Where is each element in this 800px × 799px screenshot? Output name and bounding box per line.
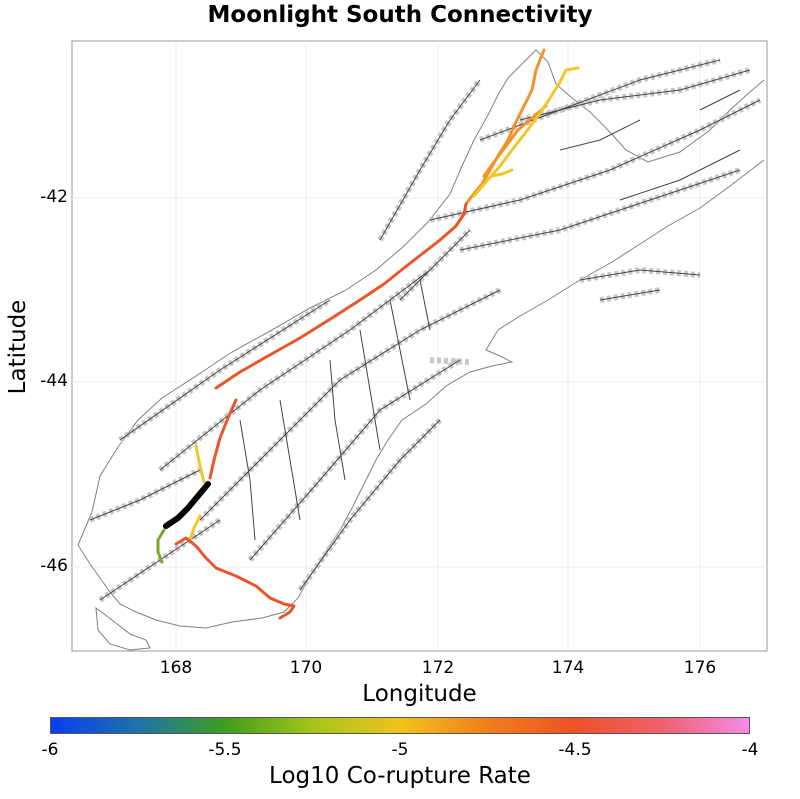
colorbar-tick-label: -4.5 [558, 740, 592, 760]
fault-trace-yellow-north [472, 66, 580, 198]
fault-trace-green [156, 528, 166, 564]
x-tick-label: 168 [159, 658, 193, 678]
x-axis-label: Longitude [362, 681, 477, 707]
x-tick-label: 176 [683, 658, 717, 678]
x-tick-label: 172 [421, 658, 455, 678]
x-tick-label: 174 [551, 658, 585, 678]
fault-trace-yellow-southwest [188, 514, 202, 542]
fault-trace-orange-south [208, 398, 238, 480]
y-axis-label: Latitude [5, 299, 31, 395]
y-tick-label: -42 [40, 187, 68, 207]
fault-trace-yellow-south [194, 444, 206, 484]
colorbar-tick-label: -4 [741, 740, 759, 760]
corupture-faults [156, 48, 580, 620]
fault-trace-alpine [214, 202, 468, 390]
map-title: Moonlight South Connectivity [207, 2, 593, 28]
fault-trace-orange-north-a [464, 48, 546, 206]
colorbar-tick-label: -5 [391, 740, 409, 760]
colorbar-label: Log10 Co-rupture Rate [269, 763, 531, 789]
y-tick-label: -44 [40, 371, 68, 391]
fault-trace-yellow-north-spur [490, 168, 514, 178]
stewart-island [95, 606, 151, 651]
plot-area [71, 40, 768, 652]
fault-trace-orange-southwest [174, 536, 296, 620]
fault-trace-orange-north-b [482, 104, 548, 178]
fault-trace-moonlight-south [163, 481, 211, 529]
x-tick-label: 170 [289, 658, 323, 678]
colorbar [50, 717, 750, 734]
colorbar-tick-label: -6 [41, 740, 59, 760]
y-tick-label: -46 [40, 556, 68, 576]
colorbar-tick-label: -5.5 [208, 740, 242, 760]
